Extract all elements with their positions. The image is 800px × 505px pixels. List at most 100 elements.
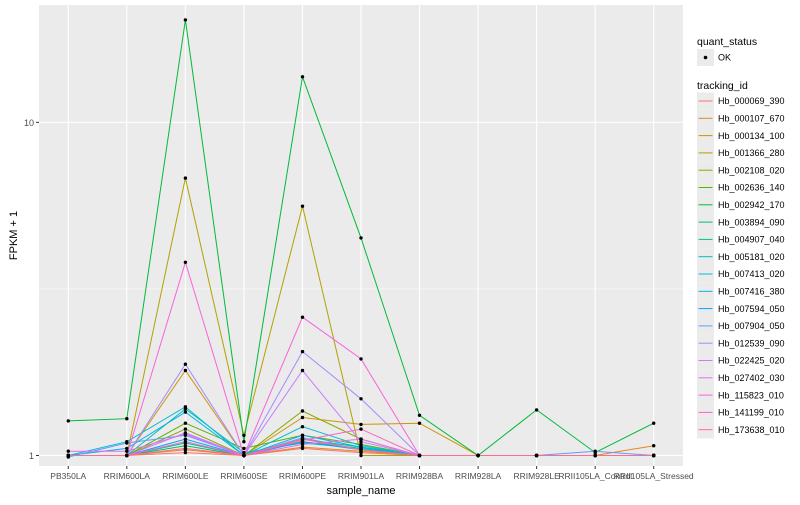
data-point-Hb_002942_170-RRIM600PE [300, 75, 305, 79]
data-point-Hb_007413_020-RRIM600PE [300, 425, 305, 429]
legend-color-entries: Hb_000069_390 Hb_000107_670 Hb_000134_100 H… [697, 92, 785, 439]
legend-key-point [703, 55, 708, 60]
data-point-Hb_141199_010-RRIM901LA [359, 427, 363, 431]
data-point-Hb_007904_050-RRII105LA_Control [593, 449, 597, 453]
data-point-Hb_173638_010-RRIM600LA [125, 453, 129, 458]
legend: quant_status OK tracking_id Hb_000069_39… [697, 36, 785, 439]
legend-label-Hb_002108_020: Hb_002108_020 [718, 165, 785, 175]
data-point-Hb_007904_050-RRIM600LA [125, 441, 129, 445]
data-point-Hb_003894_090-RRIM600LE [183, 444, 188, 448]
data-point-Hb_002942_170-RRII105LA_Stressed [652, 421, 656, 425]
legend-label-Hb_005181_020: Hb_005181_020 [718, 252, 785, 262]
data-point-Hb_002942_170-PB350LA [66, 419, 71, 423]
data-point-Hb_027402_030-RRIM600PE [300, 442, 305, 447]
legend-label-Hb_012539_090: Hb_012539_090 [718, 338, 785, 348]
legend-label-Hb_115823_010: Hb_115823_010 [718, 390, 784, 400]
data-point-Hb_005181_020-RRIM600SE [242, 450, 246, 455]
data-point-Hb_141199_010-RRIM600LE [183, 440, 188, 444]
data-point-Hb_002942_170-RRIM928BA [417, 413, 422, 417]
data-point-Hb_022425_020-RRIM901LA [359, 440, 363, 444]
data-point-Hb_001366_280-RRIM600SE [242, 433, 246, 437]
data-point-Hb_173638_010-RRIM901LA [359, 448, 363, 452]
legend-label-Hb_000107_670: Hb_000107_670 [718, 114, 785, 124]
y-tick-label: 1 [29, 451, 34, 461]
data-point-Hb_115823_010-RRIM901LA [359, 357, 363, 361]
data-point-Hb_000107_670-RRII105LA_Stressed [652, 444, 656, 448]
data-point-Hb_012539_090-RRIM600LE [183, 362, 188, 366]
data-point-Hb_012539_090-RRIM901LA [359, 397, 363, 401]
data-point-Hb_115823_010-RRIM600LE [183, 260, 188, 264]
data-point-Hb_007416_380-RRIM600LA [125, 446, 129, 451]
legend-label-Hb_022425_020: Hb_022425_020 [718, 356, 785, 366]
legend-color-title: tracking_id [697, 80, 748, 92]
data-point-Hb_027402_030-RRIM600LE [183, 432, 188, 436]
x-tick-label: RRII105LA_Stressed [614, 471, 694, 481]
legend-label-Hb_000134_100: Hb_000134_100 [718, 131, 785, 141]
legend-label-Hb_007416_380: Hb_007416_380 [718, 287, 785, 297]
x-axis-title: sample_name [326, 485, 395, 497]
legend-label-Hb_141199_010: Hb_141199_010 [718, 408, 784, 418]
data-point-Hb_001366_280-RRIM600PE [300, 204, 305, 208]
x-tick-label: RRIM600SE [220, 471, 268, 481]
data-points [66, 18, 656, 459]
data-point-Hb_000134_100-RRIM928BA [417, 421, 422, 425]
x-tick-label: RRII105LA_Control [558, 471, 632, 481]
data-point-Hb_001366_280-RRIM600LE [183, 176, 188, 180]
grid [39, 5, 683, 466]
x-tick-label: RRIM928BA [396, 471, 444, 481]
data-point-Hb_002636_140-RRIM600SE [242, 446, 246, 451]
data-point-Hb_173638_010-RRIM600PE [300, 437, 305, 441]
data-point-Hb_027402_030-RRIM600LA [125, 449, 129, 453]
data-point-Hb_173638_010-RRII105LA_Control [593, 453, 597, 458]
data-point-Hb_002942_170-RRIM600SE [242, 440, 246, 444]
legend-label-Hb_027402_030: Hb_027402_030 [718, 373, 785, 383]
data-point-Hb_002942_170-RRIM600LE [183, 18, 188, 22]
data-point-Hb_007416_380-RRIM600LE [183, 410, 188, 414]
legend-label-Hb_004907_040: Hb_004907_040 [718, 235, 785, 245]
data-point-Hb_002108_020-RRIM600LE [183, 427, 188, 431]
x-tick-label: PB350LA [50, 471, 86, 481]
data-point-Hb_027402_030-RRIM901LA [359, 437, 363, 441]
x-tick-label: RRIM600LE [162, 471, 209, 481]
data-point-Hb_027402_030-PB350LA [66, 449, 71, 453]
legend-label-Hb_007904_050: Hb_007904_050 [718, 321, 785, 331]
data-point-Hb_173638_010-RRIM600LE [183, 446, 188, 451]
data-point-Hb_000134_100-RRIM901LA [359, 422, 363, 427]
data-point-Hb_173638_010-RRIM928LE [534, 453, 539, 458]
data-point-Hb_002942_170-RRIM901LA [359, 236, 363, 240]
data-point-Hb_000134_100-RRIM600PE [300, 415, 305, 420]
legend-label-Hb_001366_280: Hb_001366_280 [718, 148, 785, 158]
data-point-Hb_001366_280-RRIM901LA [359, 453, 363, 458]
data-point-Hb_012539_090-RRIM600PE [300, 349, 305, 354]
legend-label-Hb_007413_020: Hb_007413_020 [718, 269, 785, 279]
data-point-Hb_173638_010-PB350LA [66, 453, 71, 458]
data-point-Hb_007594_050-RRIM600LE [183, 437, 188, 441]
legend-label-Hb_173638_010: Hb_173638_010 [718, 425, 785, 435]
legend-label-Hb_007594_050: Hb_007594_050 [718, 304, 785, 314]
data-point-Hb_022425_020-RRIM600PE [300, 368, 305, 373]
data-point-Hb_002942_170-RRIM600LA [125, 417, 129, 421]
legend-shape-title: quant_status [697, 36, 757, 48]
x-tick-label: RRIM600LA [104, 471, 151, 481]
data-point-Hb_173638_010-RRIM928BA [417, 453, 422, 458]
y-axis-title: FPKM + 1 [8, 211, 20, 260]
x-tick-label: RRIM928LA [455, 471, 502, 481]
data-point-Hb_115823_010-RRIM600PE [300, 315, 305, 319]
legend-label-Hb_002942_170: Hb_002942_170 [718, 200, 785, 210]
data-point-Hb_000107_670-RRIM600PE [300, 445, 305, 449]
y-tick-label: 10 [24, 118, 34, 128]
x-tick-label: RRIM928LE [513, 471, 560, 481]
data-point-Hb_173638_010-RRIM600SE [242, 453, 246, 458]
legend-label-Hb_003894_090: Hb_003894_090 [718, 217, 785, 227]
legend-label-Hb_000069_390: Hb_000069_390 [718, 96, 785, 106]
data-point-Hb_002636_140-RRIM600LE [183, 421, 188, 425]
data-point-Hb_002942_170-RRIM928LE [534, 408, 539, 412]
data-point-Hb_002108_020-RRIM600PE [300, 409, 305, 413]
legend-shape-entries: OK [697, 49, 731, 66]
axes: 1 10 PB350LA RRIM600LA RRIM600LE RRIM600SE RRI… [24, 118, 694, 481]
data-point-Hb_007416_380-RRIM901LA [359, 445, 363, 449]
data-point-Hb_000134_100-RRIM600LE [183, 368, 188, 373]
data-point-Hb_007413_020-RRIM600LE [183, 405, 188, 409]
